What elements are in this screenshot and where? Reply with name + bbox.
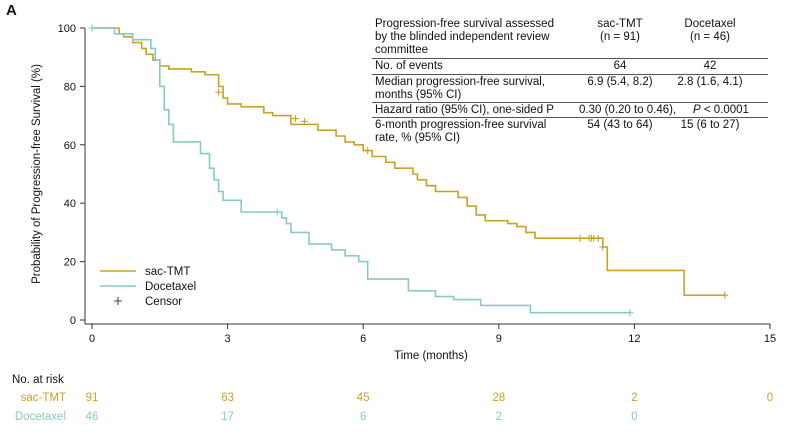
at-risk-count: 91 [86, 392, 99, 404]
at-risk-count: 28 [492, 392, 505, 404]
at-risk-title: No. at risk [12, 374, 64, 386]
at-risk-count: 17 [221, 411, 234, 423]
at-risk-row-label: Docetaxel [15, 411, 66, 423]
censor-mark [594, 234, 602, 242]
censor-mark [215, 88, 223, 96]
legend-censor-icon [114, 297, 122, 305]
censor-mark [599, 243, 607, 251]
at-risk-count: 0 [631, 411, 637, 423]
at-risk-table: No. at risk sac-TMT 91 63 45 28 2 0 Docetaxel 46 1… [12, 374, 773, 423]
at-risk-count: 0 [767, 392, 773, 404]
x-tick-label: 6 [360, 333, 366, 345]
legend-label: sac-TMT [145, 266, 190, 278]
table-cell-pvalue: P < 0.0001 [693, 104, 749, 116]
table-divider [372, 58, 768, 59]
table-row-label: 6-month progression-free survival rate, … [375, 119, 547, 144]
table-cell: 2.8 (1.6, 4.1) [677, 76, 743, 88]
y-tick-label: 20 [64, 257, 76, 269]
table-row-label: Hazard ratio (95% CI), one-sided P [375, 104, 554, 116]
censor-mark [88, 24, 96, 32]
at-risk-count: 6 [360, 411, 366, 423]
x-tick-label: 12 [628, 333, 640, 345]
table-header-doc: Docetaxel (n = 46) [684, 18, 736, 43]
table-divider [372, 117, 768, 118]
table-row-label: Median progression-free survival, months… [375, 76, 546, 101]
at-risk-count: 46 [86, 411, 99, 423]
censor-mark [626, 309, 634, 317]
censor-mark [273, 208, 281, 216]
x-tick-label: 9 [496, 333, 502, 345]
panel-label: A [6, 2, 17, 19]
table-cell: 42 [703, 60, 717, 72]
table-header-sac: sac-TMT (n = 91) [597, 18, 643, 43]
x-axis-label: Time (months) [394, 350, 468, 362]
at-risk-count: 2 [496, 411, 502, 423]
x-tick-label: 3 [225, 333, 231, 345]
axes: 0 3 6 9 12 15 0 20 40 60 80 100 Time (months) Probabi… [31, 23, 776, 362]
y-tick-label: 80 [64, 81, 76, 93]
table-divider [372, 102, 768, 103]
x-tick-label: 0 [89, 333, 95, 345]
censor-mark [576, 234, 584, 242]
table-cell: 0.30 (0.20 to 0.46), [579, 104, 680, 116]
km-curve-doc [92, 27, 630, 314]
table-header-label: Progression-free survival assessed by th… [375, 18, 554, 56]
curves [88, 24, 729, 317]
at-risk-row-label: sac-TMT [21, 392, 66, 404]
table-row-label: No. of events [375, 60, 443, 72]
legend-label: Censor [145, 296, 182, 308]
table-cell: 64 [613, 60, 627, 72]
at-risk-count: 45 [357, 392, 370, 404]
x-tick-label: 15 [764, 333, 776, 345]
y-tick-label: 60 [64, 140, 76, 152]
censor-mark [721, 291, 729, 299]
table-cell: 54 (43 to 64) [587, 119, 653, 131]
at-risk-count: 63 [221, 392, 234, 404]
table-cell: 6.9 (5.4, 8.2) [587, 76, 653, 88]
censor-mark [300, 117, 308, 125]
y-tick-label: 0 [70, 315, 76, 327]
y-tick-label: 100 [58, 23, 76, 35]
at-risk-count: 2 [631, 392, 637, 404]
y-axis-label: Probability of Progression-free Survival… [31, 64, 43, 284]
legend: sac-TMT Docetaxel Censor [100, 266, 196, 308]
censor-mark [291, 115, 299, 123]
table-divider [372, 74, 768, 75]
censor-mark [364, 147, 372, 155]
legend-label: Docetaxel [145, 281, 196, 293]
table-cell: 15 (6 to 27) [680, 119, 740, 131]
y-tick-label: 40 [64, 198, 76, 210]
